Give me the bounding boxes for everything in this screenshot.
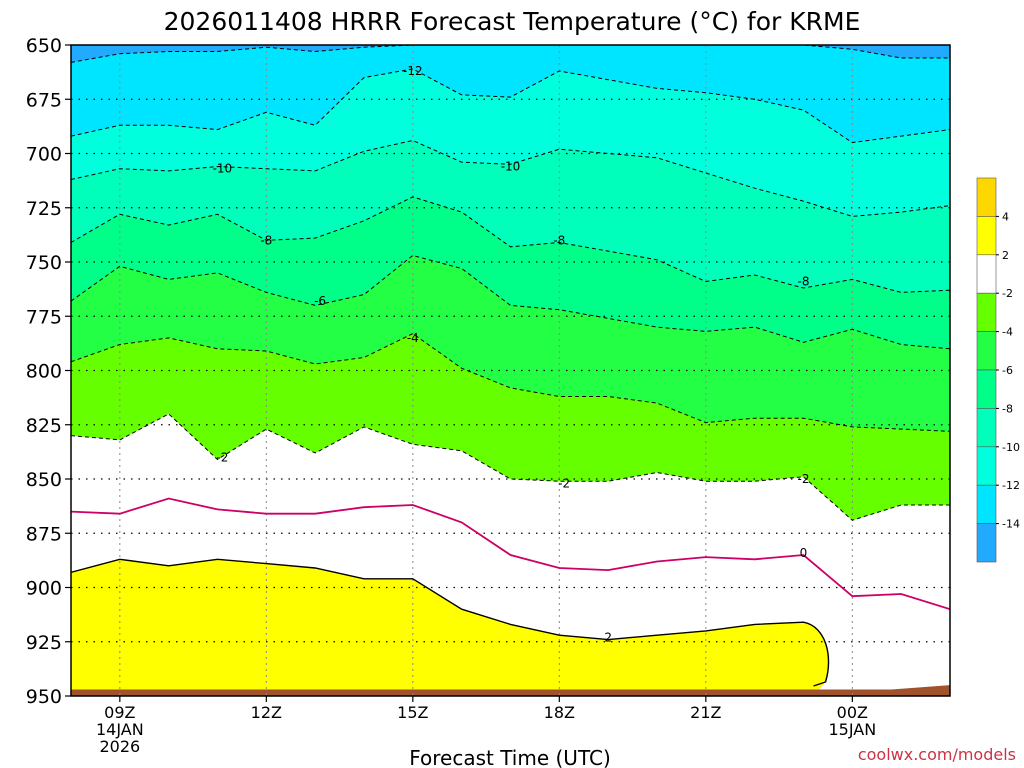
y-tick-label: 700 [26,144,62,166]
band-2-to-4 [71,559,829,696]
contour-line [71,68,950,144]
contour-label: -4 [407,331,419,345]
contour-line [71,254,950,350]
y-tick-label: 750 [26,252,62,274]
contour-label: -8 [260,233,272,247]
x-tick-label: 2026 [99,737,140,756]
y-tick-label: 875 [26,523,62,545]
y-tick-label: 925 [26,632,62,654]
colorbar-swatch [976,446,997,486]
y-tick-label: 850 [26,469,62,491]
colorbar-label: -6 [1002,364,1013,377]
colorbar-swatch [976,254,997,294]
colorbar-label: -4 [1002,326,1013,339]
contour-label: -8 [553,233,565,247]
y-tick-label: 950 [26,686,62,708]
y-axis: 650 675 700 725 750 775 800 825 850 875 900 925 950 [26,35,71,708]
chart-title: 2026011408 HRRR Forecast Temperature (°C… [164,7,861,36]
x-tick-label: 18Z [544,703,575,722]
contour-label: -2 [216,450,228,464]
grid-lines [71,45,950,696]
x-tick-label: 09Z [104,703,135,722]
x-tick-label: 21Z [690,703,721,722]
y-tick-label: 825 [26,415,62,437]
ground-shading [71,685,950,696]
colorbar-label: -2 [1002,287,1013,300]
contour-line [71,413,950,521]
colorbar-swatch [976,369,997,409]
colorbar-swatch [976,331,997,371]
colorbar-label: 4 [1002,210,1009,223]
colorbar-swatch [976,523,997,563]
contour-line [71,333,950,432]
colorbar-label: -10 [1002,441,1020,454]
x-tick-label: 12Z [251,703,282,722]
contour-label: -10 [501,160,521,174]
contour-label: -10 [213,162,233,176]
contour-label: -2 [798,472,810,486]
contour-line [71,45,950,63]
y-tick-label: 725 [26,198,62,220]
colorbar-label: -12 [1002,479,1020,492]
contour-label: 2 [604,630,612,644]
x-axis-label: Forecast Time (UTC) [409,746,611,768]
colorbar-swatch [976,408,997,448]
y-tick-label: 775 [26,306,62,328]
contour-label: -12 [403,64,423,78]
contour-label: -8 [798,275,810,289]
y-tick-label: 800 [26,361,62,383]
colorbar-swatch [976,216,997,256]
contour-labels: -12 -10 -10 -8 -8 -8 -6 -4 -2 -2 -2 0 2 [213,64,810,644]
x-tick-label: 15Z [397,703,428,722]
y-tick-label: 675 [26,89,62,111]
x-tick-label: 00Z [837,703,868,722]
colorbar-label: -8 [1002,402,1013,415]
contour-line [71,558,830,687]
contour-line [71,196,950,293]
y-tick-label: 900 [26,578,62,600]
contour-lines [71,45,950,687]
colorbar: 4 2 -2 -4 -6 -8 -10 -12 -14 [976,177,1020,563]
contour-line [71,497,950,611]
colorbar-swatch [976,292,997,332]
contour-fills [71,45,950,696]
contour-label: -6 [314,294,326,308]
colorbar-swatch [976,177,997,217]
contour-line [71,139,950,217]
x-tick-label: 14JAN [96,720,144,739]
x-tick-label: 15JAN [828,720,876,739]
credit-text: coolwx.com/models [858,745,1016,764]
y-tick-label: 650 [26,35,62,57]
contour-label: 0 [800,546,808,560]
colorbar-label: 2 [1002,249,1009,262]
contour-label: -2 [558,476,570,490]
colorbar-label: -14 [1002,518,1020,531]
colorbar-swatch [976,484,997,524]
